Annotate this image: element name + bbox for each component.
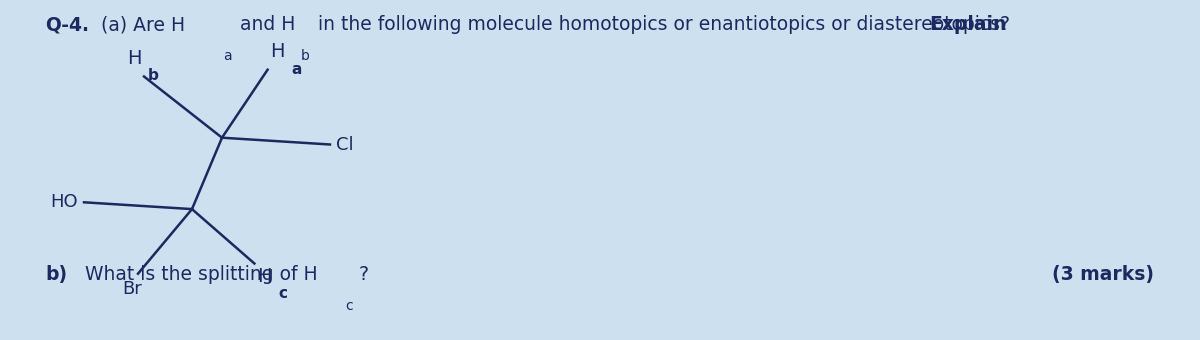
Text: Q-4.: Q-4. (46, 15, 90, 34)
Text: (a) Are H: (a) Are H (95, 15, 185, 34)
Text: b: b (148, 68, 158, 83)
Text: H: H (257, 267, 271, 286)
Text: a: a (292, 62, 302, 76)
Text: a: a (223, 49, 232, 63)
Text: Explain: Explain (929, 15, 1006, 34)
Text: Br: Br (122, 280, 142, 299)
Text: c: c (278, 286, 288, 301)
Text: in the following molecule homotopics or enantiotopics or diastereotopics?: in the following molecule homotopics or … (312, 15, 1022, 34)
Text: b): b) (46, 265, 67, 284)
Text: HO: HO (50, 193, 78, 211)
Text: c: c (346, 299, 353, 313)
Text: H: H (270, 42, 284, 61)
Text: Cl: Cl (336, 136, 354, 153)
Text: What is the splitting of H: What is the splitting of H (79, 265, 318, 284)
Text: H: H (127, 49, 142, 68)
Text: and H: and H (234, 15, 295, 34)
Text: b: b (301, 49, 310, 63)
Text: (3 marks): (3 marks) (1052, 265, 1154, 284)
Text: ?: ? (359, 265, 368, 284)
